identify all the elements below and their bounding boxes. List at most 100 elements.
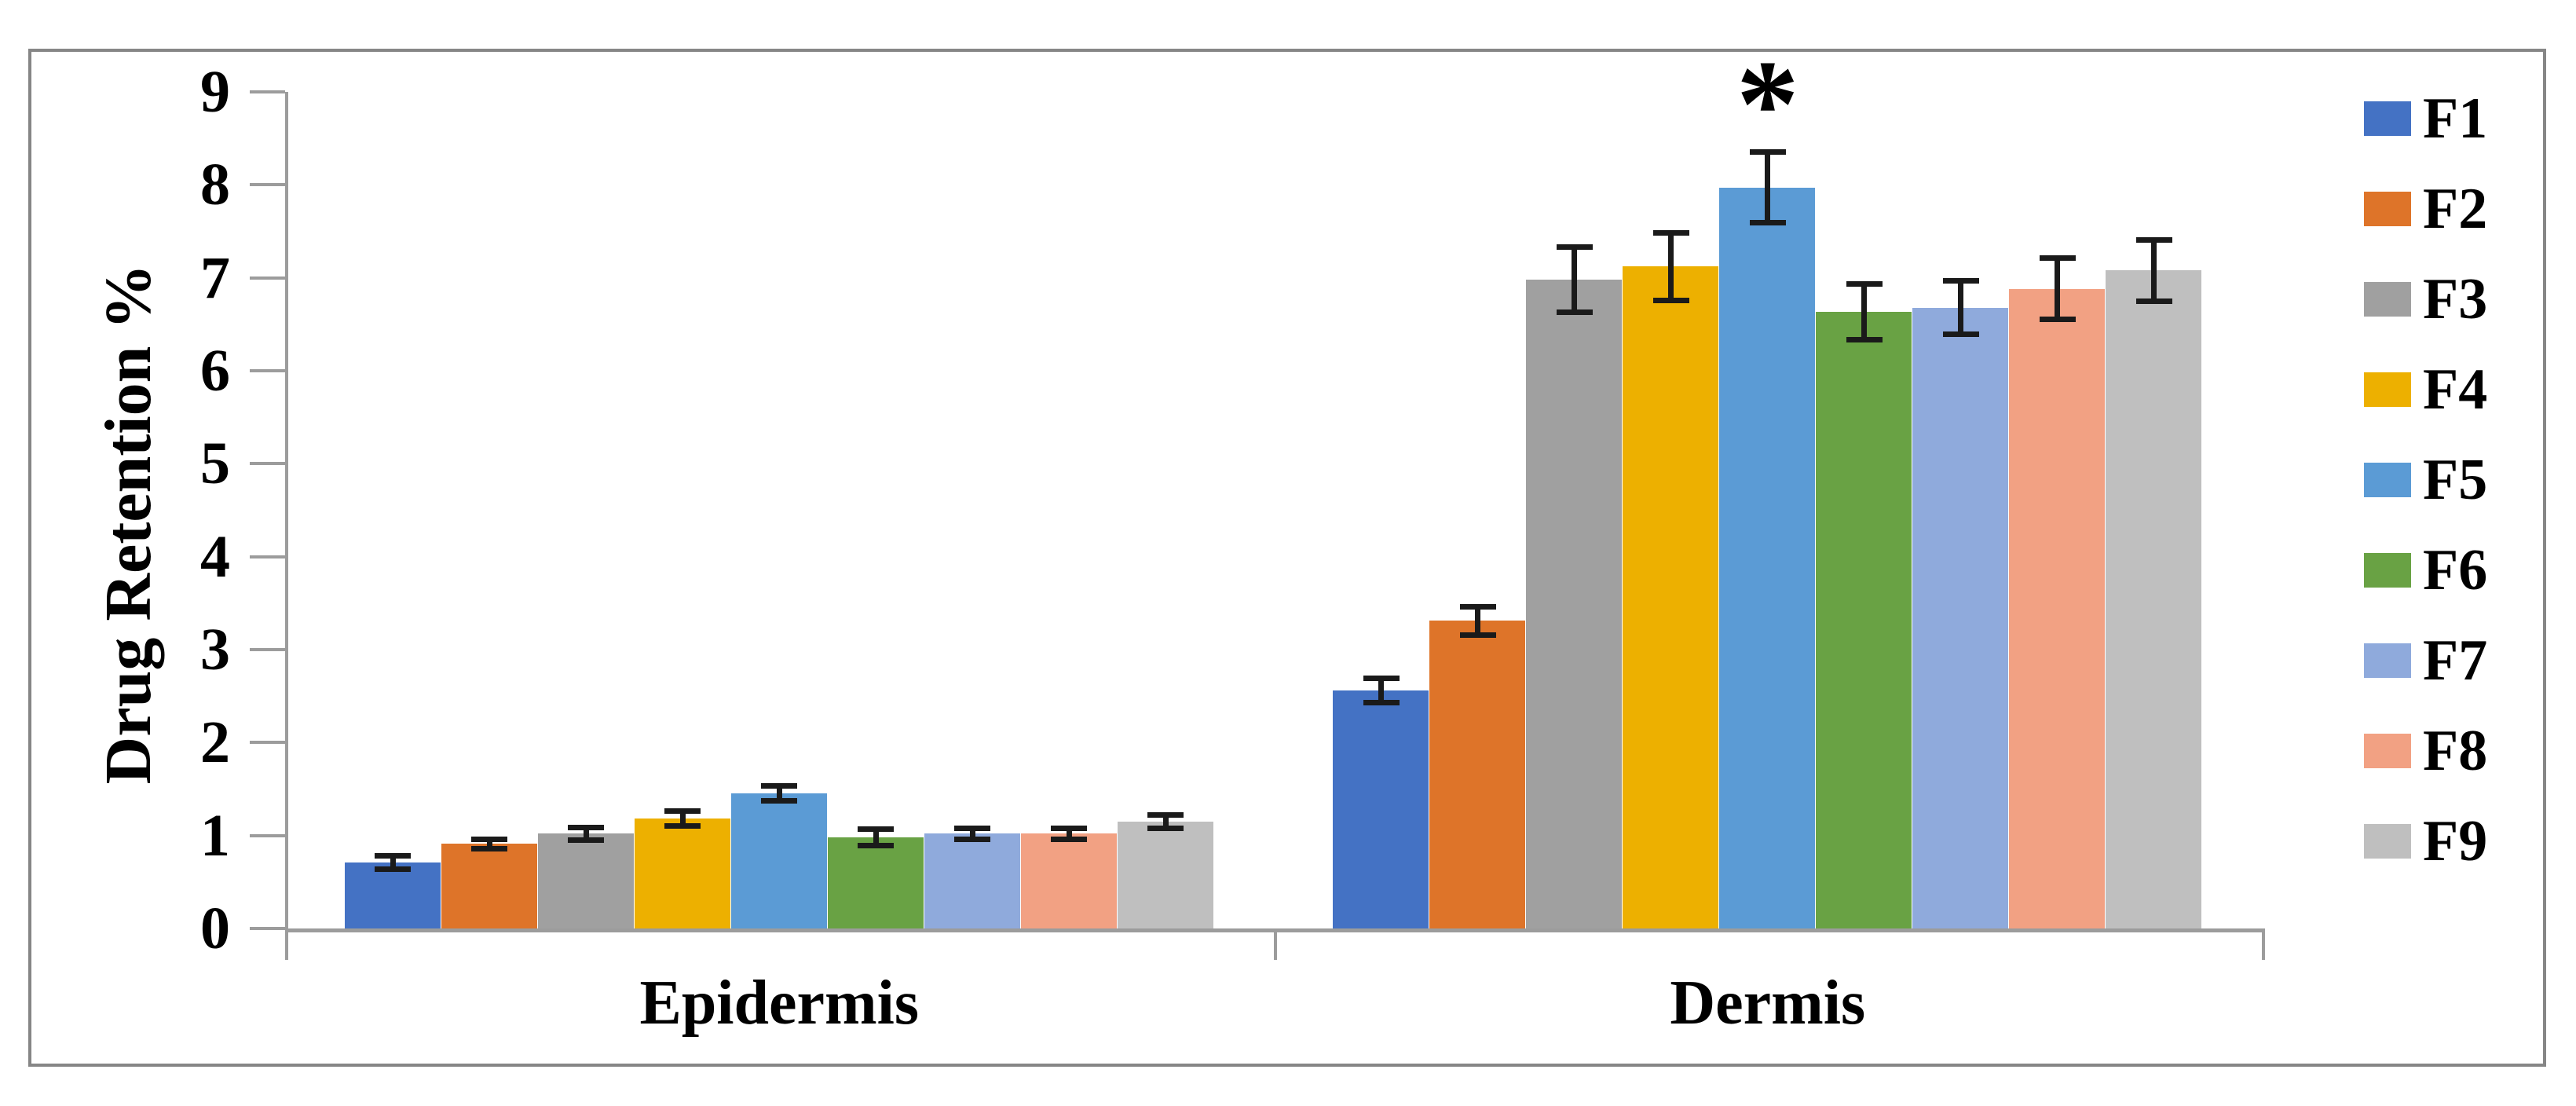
error-bar-cap-top bbox=[375, 853, 412, 859]
error-bar-cap-bottom bbox=[1652, 297, 1689, 303]
bar-F6-dermis bbox=[1816, 312, 1912, 928]
legend-label-F6: F6 bbox=[2423, 538, 2488, 602]
error-bar-line bbox=[1668, 233, 1674, 301]
legend-swatch-F3 bbox=[2364, 282, 2411, 317]
bar-F4-dermis bbox=[1623, 266, 1719, 928]
y-tick-mark bbox=[250, 462, 285, 466]
error-bar-cap-top bbox=[2039, 255, 2076, 262]
error-bar-cap-bottom bbox=[1556, 309, 1593, 315]
error-bar-cap-top bbox=[1942, 277, 1979, 284]
error-bar-line bbox=[583, 827, 589, 840]
significance-star: * bbox=[1736, 34, 1799, 174]
y-tick-label: 9 bbox=[200, 59, 230, 125]
error-bar-line bbox=[1572, 247, 1578, 313]
error-bar-cap-top bbox=[1846, 281, 1883, 287]
error-bar-line bbox=[1861, 284, 1868, 340]
x-category-tick bbox=[2262, 928, 2265, 960]
error-bar-cap-bottom bbox=[954, 836, 991, 842]
y-tick-mark bbox=[250, 90, 285, 93]
bar-F5-dermis bbox=[1719, 187, 1816, 928]
y-tick-label: 2 bbox=[200, 709, 230, 776]
legend-swatch-F4 bbox=[2364, 372, 2411, 407]
error-bar-cap-bottom bbox=[2135, 298, 2172, 304]
legend-swatch-F7 bbox=[2364, 643, 2411, 678]
legend-label-F4: F4 bbox=[2423, 357, 2488, 422]
legend-swatch-F2 bbox=[2364, 192, 2411, 226]
error-bar-cap-top bbox=[471, 836, 508, 842]
error-bar-line bbox=[390, 855, 396, 870]
legend-label-F1: F1 bbox=[2423, 86, 2488, 151]
error-bar-line bbox=[486, 839, 492, 849]
error-bar-cap-top bbox=[1652, 230, 1689, 236]
bar-F3-dermis bbox=[1526, 280, 1623, 928]
bar-F7-epidermis bbox=[924, 833, 1020, 928]
legend-label-F3: F3 bbox=[2423, 267, 2488, 331]
error-bar-cap-top bbox=[1459, 604, 1496, 610]
bar-F4-epidermis bbox=[634, 819, 730, 928]
y-tick-mark bbox=[250, 648, 285, 651]
y-tick-mark bbox=[250, 927, 285, 930]
legend-swatch-F1 bbox=[2364, 101, 2411, 136]
error-bar-cap-bottom bbox=[471, 845, 508, 851]
error-bar-cap-bottom bbox=[1846, 337, 1883, 343]
y-axis-line bbox=[285, 92, 288, 960]
error-bar-line bbox=[969, 828, 975, 840]
error-bar-line bbox=[1475, 606, 1481, 635]
error-bar-cap-top bbox=[1749, 149, 1786, 156]
error-bar-cap-top bbox=[1363, 676, 1400, 682]
x-category-label-epidermis: Epidermis bbox=[639, 969, 920, 1038]
error-bar-cap-top bbox=[761, 783, 798, 789]
y-tick-mark bbox=[250, 833, 285, 837]
bar-F2-dermis bbox=[1429, 621, 1526, 928]
error-bar-line bbox=[1066, 828, 1072, 840]
y-tick-label: 0 bbox=[200, 895, 230, 961]
bar-F9-epidermis bbox=[1117, 821, 1213, 928]
bar-F8-epidermis bbox=[1020, 833, 1117, 928]
y-tick-label: 1 bbox=[200, 802, 230, 869]
y-tick-mark bbox=[250, 276, 285, 280]
error-bar-cap-bottom bbox=[1459, 632, 1496, 638]
bar-F5-epidermis bbox=[730, 793, 827, 928]
y-tick-label: 3 bbox=[200, 617, 230, 683]
legend-swatch-F9 bbox=[2364, 824, 2411, 859]
error-bar-cap-bottom bbox=[375, 866, 412, 872]
error-bar-line bbox=[2055, 258, 2061, 320]
error-bar-line bbox=[1765, 152, 1771, 223]
error-bar-cap-bottom bbox=[2039, 317, 2076, 323]
x-category-label-dermis: Dermis bbox=[1670, 969, 1866, 1038]
legend-label-F8: F8 bbox=[2423, 719, 2488, 783]
bar-F1-epidermis bbox=[344, 862, 441, 928]
error-bar-cap-bottom bbox=[858, 843, 895, 849]
error-bar-line bbox=[1162, 815, 1169, 829]
y-tick-mark bbox=[250, 555, 285, 558]
legend-swatch-F8 bbox=[2364, 734, 2411, 768]
error-bar-cap-top bbox=[1147, 812, 1184, 819]
error-bar-cap-top bbox=[858, 826, 895, 832]
y-tick-label: 5 bbox=[200, 430, 230, 497]
error-bar-line bbox=[679, 811, 686, 826]
bar-F1-dermis bbox=[1333, 690, 1429, 928]
y-tick-label: 4 bbox=[200, 523, 230, 590]
bar-F9-dermis bbox=[2106, 270, 2202, 928]
legend-label-F9: F9 bbox=[2423, 809, 2488, 873]
y-tick-label: 6 bbox=[200, 338, 230, 404]
y-tick-label: 7 bbox=[200, 244, 230, 311]
bar-F6-epidermis bbox=[827, 837, 924, 928]
y-tick-mark bbox=[250, 183, 285, 187]
error-bar-line bbox=[1958, 280, 1964, 335]
error-bar-line bbox=[2151, 240, 2157, 302]
legend-label-F5: F5 bbox=[2423, 448, 2488, 512]
legend-label-F2: F2 bbox=[2423, 177, 2488, 241]
legend-label-F7: F7 bbox=[2423, 628, 2488, 693]
error-bar-cap-bottom bbox=[761, 798, 798, 804]
error-bar-cap-top bbox=[954, 825, 991, 831]
y-tick-mark bbox=[250, 369, 285, 372]
error-bar-line bbox=[873, 829, 879, 846]
bar-F2-epidermis bbox=[441, 844, 537, 928]
error-bar-cap-bottom bbox=[664, 823, 701, 830]
error-bar-cap-bottom bbox=[1942, 331, 1979, 338]
error-bar-cap-top bbox=[2135, 236, 2172, 243]
error-bar-cap-top bbox=[1051, 825, 1088, 831]
legend-swatch-F5 bbox=[2364, 463, 2411, 497]
